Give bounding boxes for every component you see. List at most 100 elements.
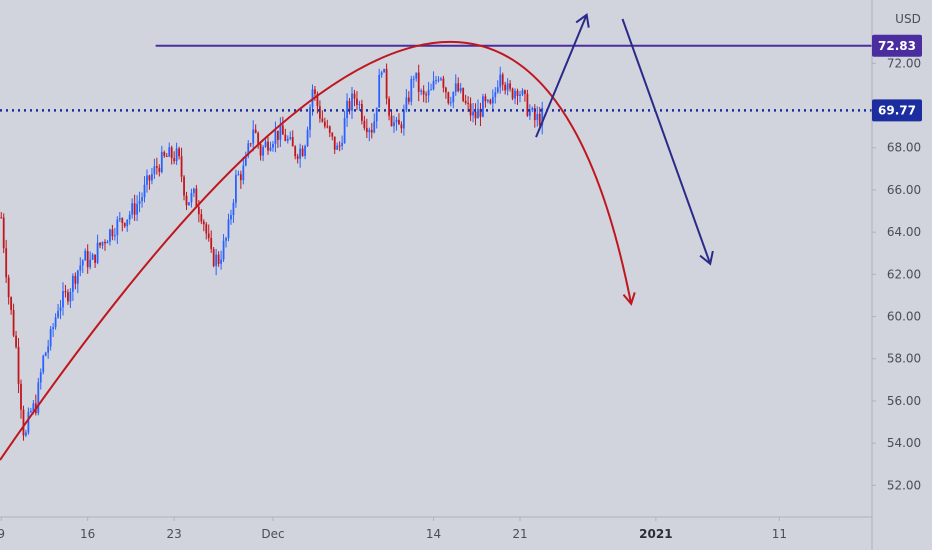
x-tick-label: 9 [0, 527, 5, 541]
candle-body [79, 265, 82, 271]
candle-body [237, 174, 240, 176]
candle-body [12, 310, 15, 336]
candle-body [54, 317, 57, 328]
x-tick-label: 23 [167, 527, 182, 541]
candle-body [195, 188, 198, 207]
candle-body [210, 238, 213, 249]
candle-body [422, 90, 425, 95]
candle-body [32, 403, 35, 412]
candle-body [207, 233, 210, 239]
candle-body [252, 129, 255, 144]
candle-body [44, 352, 47, 356]
candle-body [482, 96, 484, 117]
candle-body [5, 248, 8, 278]
candle-body [388, 98, 390, 116]
candle-body [301, 148, 304, 157]
y-axis-ticks: 52.00 54.00 56.00 58.00 60.00 62.00 64.00 66.00… [872, 56, 921, 492]
candle-body [331, 132, 334, 137]
candle-body [284, 134, 287, 141]
candle-body [395, 119, 398, 123]
candle-body [133, 203, 136, 215]
candle-body [215, 254, 218, 267]
candle-body [299, 148, 302, 159]
candle-body [173, 158, 176, 162]
candle-body [116, 219, 119, 236]
candle-body [15, 335, 17, 348]
candle-body [111, 229, 114, 237]
candle-body [235, 174, 237, 203]
candle-body [484, 96, 487, 102]
candle-body [272, 143, 274, 148]
candle-body [143, 184, 146, 198]
candle-body [200, 214, 203, 222]
candle-body [402, 110, 405, 129]
candle-body [264, 141, 267, 147]
y-tick-label: 58.00 [887, 352, 921, 366]
candle-body [39, 372, 42, 383]
x-axis-ticks: 9 16 23 Dec 14 21 2021 11 [0, 517, 787, 541]
candle-body [432, 80, 435, 90]
candle-body [104, 241, 106, 244]
candle-body [220, 259, 222, 264]
price-label-text: 69.77 [878, 103, 916, 117]
candle-body [464, 101, 467, 103]
candle-body [459, 88, 462, 92]
y-tick-label: 72.00 [887, 56, 921, 70]
candle-body [336, 145, 339, 150]
candle-body [385, 68, 388, 99]
candle-body [59, 307, 62, 311]
candle-body [383, 68, 386, 73]
candle-body [0, 217, 3, 219]
candle-body [274, 130, 277, 144]
candle-body [193, 188, 195, 194]
candle-body [94, 254, 97, 263]
candle-body [286, 138, 289, 141]
candle-body [346, 100, 348, 118]
candle-body [398, 119, 400, 125]
candle-body [477, 108, 479, 119]
candle-body [328, 126, 331, 133]
candle-body [155, 166, 158, 168]
candle-body [281, 125, 284, 135]
candle-body [47, 346, 50, 353]
candle-body [146, 175, 148, 185]
candle-body [314, 89, 316, 94]
price-lines-layer [0, 44, 872, 112]
candle-body [410, 79, 413, 102]
candle-body [462, 88, 465, 102]
candle-body [363, 120, 366, 129]
candle-body [178, 148, 180, 157]
candle-body [338, 145, 341, 147]
candle-body [64, 291, 67, 293]
candle-body [304, 146, 306, 157]
candle-body [536, 113, 539, 121]
candle-body [316, 93, 319, 107]
candle-body [501, 74, 504, 85]
candle-body [533, 108, 536, 121]
candle-body [10, 297, 13, 311]
candle-body [504, 84, 507, 91]
candle-body [420, 90, 423, 92]
candle-body [262, 146, 264, 156]
candle-body [76, 270, 79, 284]
candle-body [126, 219, 129, 227]
candle-body [244, 155, 247, 166]
candle-body [442, 78, 445, 88]
candle-body [74, 275, 77, 284]
candle-body [294, 146, 297, 157]
candle-body [306, 129, 309, 147]
y-tick-label: 66.00 [887, 183, 921, 197]
candle-body [360, 104, 363, 121]
candle-body [467, 102, 470, 104]
candle-body [289, 137, 292, 139]
candle-body [474, 111, 477, 119]
candle-body [400, 124, 403, 129]
candle-body [17, 347, 20, 384]
candle-body [62, 291, 64, 308]
candle-body [71, 275, 74, 292]
price-labels-layer: 72.83 69.77 [872, 34, 922, 122]
projection-arrow [535, 14, 588, 138]
candle-body [296, 156, 299, 159]
candle-body [91, 254, 94, 260]
